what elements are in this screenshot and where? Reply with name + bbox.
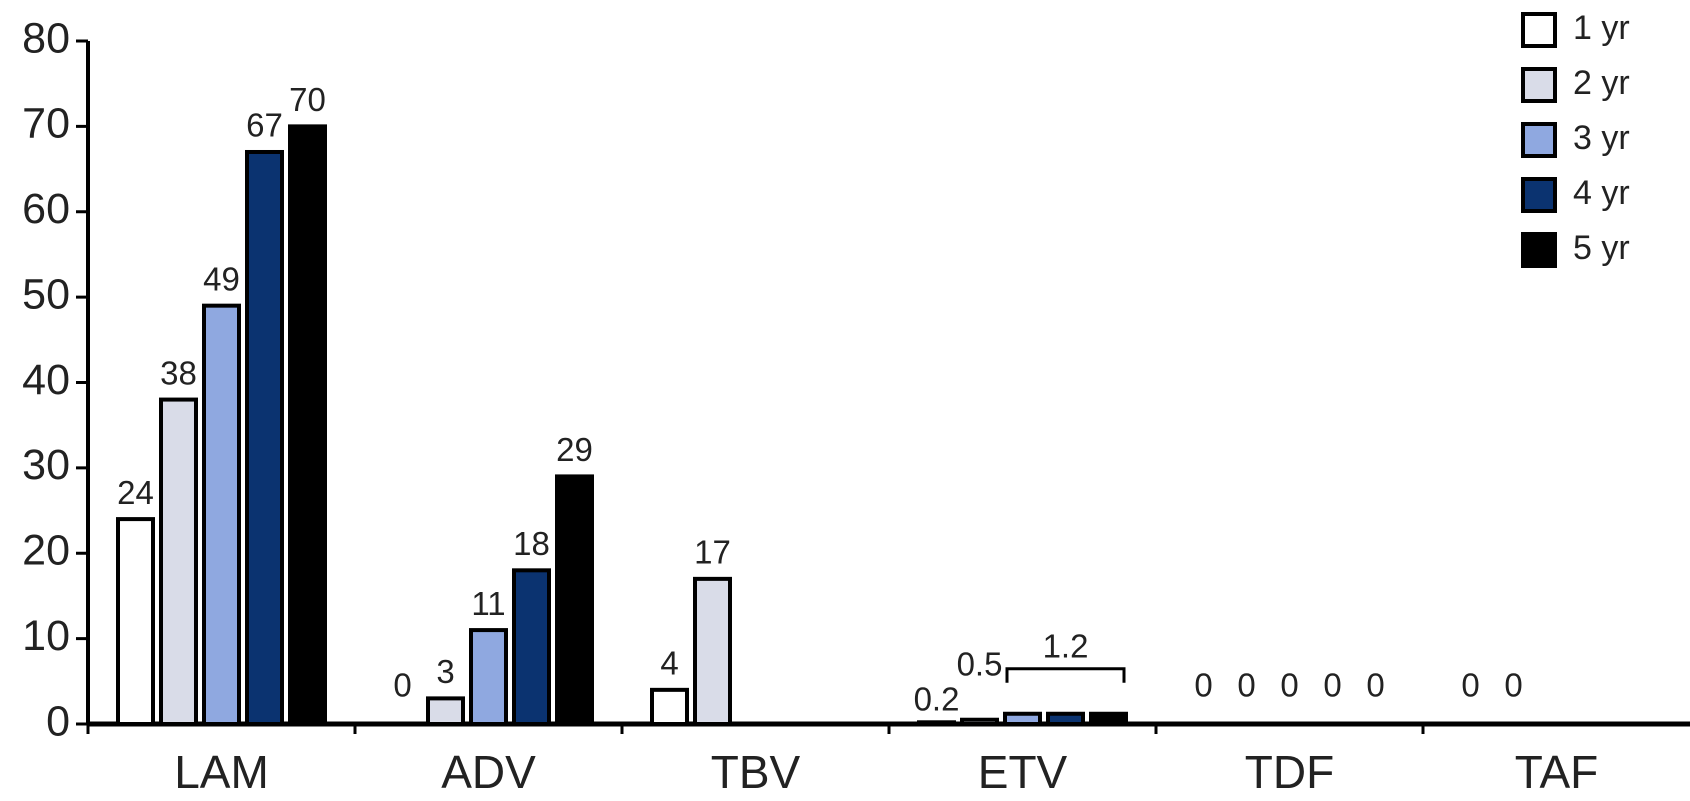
y-tick-label: 10 (22, 612, 70, 660)
bar (693, 576, 732, 726)
bar (1003, 711, 1042, 727)
x-tick-label: LAM (174, 746, 269, 798)
value-label: 29 (556, 431, 593, 468)
legend-swatch (1521, 177, 1557, 213)
bar (159, 397, 198, 726)
legend-swatch (1521, 122, 1557, 158)
value-label: 0 (1366, 667, 1384, 704)
bar (426, 696, 465, 727)
y-tick-label: 60 (22, 185, 70, 233)
value-label: 1.2 (1043, 627, 1089, 664)
legend-label: 5 yr (1573, 229, 1630, 267)
value-label: 0 (1280, 667, 1298, 704)
bar (1046, 711, 1085, 727)
bar (555, 474, 594, 726)
y-tick-label: 50 (22, 270, 70, 318)
value-label: 38 (160, 354, 197, 391)
x-tick-label: ETV (978, 746, 1068, 798)
y-tick-label: 70 (22, 100, 70, 148)
x-tick-label: ADV (441, 746, 536, 798)
value-label: 0 (1194, 667, 1212, 704)
value-label: 0.5 (957, 646, 1003, 683)
bracket (1005, 667, 1126, 683)
legend-swatch (1521, 232, 1557, 268)
bar (1089, 711, 1128, 727)
value-label: 49 (203, 260, 240, 297)
value-label: 0 (1461, 667, 1479, 704)
bar (650, 687, 689, 726)
value-label: 0 (1323, 667, 1341, 704)
bar (917, 720, 956, 726)
bar (288, 124, 327, 726)
value-label: 67 (246, 107, 283, 144)
value-label: 0.2 (914, 681, 960, 718)
bar (469, 628, 508, 727)
y-tick-label: 40 (22, 356, 70, 404)
legend-swatch (1521, 12, 1557, 48)
value-label: 0 (1237, 667, 1255, 704)
legend-label: 2 yr (1573, 64, 1630, 102)
value-label: 17 (694, 534, 731, 571)
x-tick-label: TAF (1515, 746, 1598, 798)
legend-label: 3 yr (1573, 119, 1630, 157)
y-tick-label: 0 (46, 697, 70, 745)
value-label: 70 (289, 81, 326, 118)
bar (202, 303, 241, 726)
bar (116, 517, 155, 726)
y-tick-label: 30 (22, 441, 70, 489)
y-tick-label: 80 (22, 14, 70, 62)
value-label: 24 (117, 474, 154, 511)
legend-swatch (1521, 67, 1557, 103)
legend-label: 1 yr (1573, 9, 1630, 47)
value-label: 0 (393, 667, 411, 704)
value-label: 4 (660, 645, 678, 682)
value-label: 11 (471, 585, 505, 622)
x-tick-label: TDF (1245, 746, 1334, 798)
bar (245, 149, 284, 727)
value-label: 3 (436, 653, 454, 690)
y-tick-label: 20 (22, 527, 70, 575)
value-label: 0 (1504, 667, 1522, 704)
value-label: 18 (513, 525, 550, 562)
x-tick-label: TBV (711, 746, 801, 798)
bar (960, 717, 999, 727)
legend-label: 4 yr (1573, 174, 1630, 212)
bar (512, 568, 551, 727)
